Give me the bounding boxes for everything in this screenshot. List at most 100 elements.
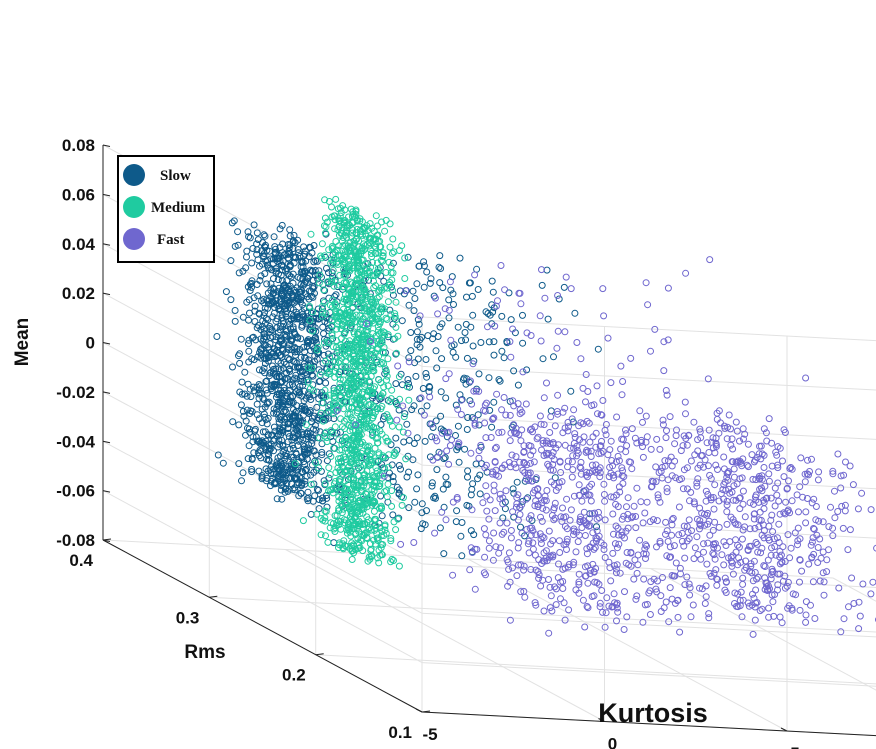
point-fast xyxy=(613,544,621,552)
point-medium xyxy=(378,551,386,559)
point-fast xyxy=(758,475,766,483)
point-medium xyxy=(381,227,389,235)
point-fast xyxy=(622,527,630,535)
point-medium xyxy=(335,371,343,379)
point-medium xyxy=(353,225,361,233)
point-fast xyxy=(506,616,514,624)
point-fast xyxy=(781,429,789,436)
point-fast xyxy=(751,603,759,611)
point-fast xyxy=(596,473,604,481)
point-slow xyxy=(289,433,297,441)
point-medium xyxy=(389,235,397,243)
point-slow xyxy=(456,254,464,262)
point-fast xyxy=(835,584,843,592)
point-medium xyxy=(321,196,329,204)
point-fast xyxy=(669,514,677,522)
point-slow xyxy=(259,239,267,247)
point-slow xyxy=(305,433,312,441)
point-fast xyxy=(825,546,832,554)
point-fast xyxy=(656,445,664,453)
point-slow xyxy=(319,497,326,505)
point-fast xyxy=(744,440,752,448)
point-fast xyxy=(557,578,565,586)
point-slow xyxy=(318,305,326,313)
point-medium xyxy=(373,259,381,267)
point-fast xyxy=(681,581,689,589)
point-fast xyxy=(831,487,838,495)
point-fast xyxy=(510,402,518,410)
point-slow xyxy=(482,308,490,316)
point-fast xyxy=(623,613,631,621)
point-fast xyxy=(760,464,768,471)
point-slow xyxy=(261,330,269,338)
point-fast xyxy=(632,513,640,520)
point-fast xyxy=(842,458,849,466)
point-fast xyxy=(815,468,823,476)
point-medium xyxy=(315,464,323,472)
point-medium xyxy=(365,377,373,385)
point-fast xyxy=(808,553,816,561)
point-slow xyxy=(293,284,301,292)
point-medium xyxy=(373,467,381,475)
point-medium xyxy=(372,250,380,257)
point-fast xyxy=(752,476,760,484)
point-medium xyxy=(376,237,384,245)
point-fast xyxy=(765,470,773,478)
point-slow xyxy=(312,333,319,341)
point-fast xyxy=(457,411,465,418)
point-medium xyxy=(337,525,345,533)
point-fast xyxy=(545,629,553,637)
point-fast xyxy=(517,300,525,308)
point-fast xyxy=(543,451,551,459)
grid-line xyxy=(421,464,876,490)
point-fast xyxy=(529,545,537,553)
point-fast xyxy=(598,437,605,445)
point-fast xyxy=(829,532,837,540)
point-medium xyxy=(390,452,398,459)
point-medium xyxy=(337,415,345,423)
point-fast xyxy=(588,593,596,600)
point-medium xyxy=(355,506,363,514)
point-fast xyxy=(543,379,550,387)
point-fast xyxy=(507,429,515,437)
point-slow xyxy=(270,423,278,431)
point-fast xyxy=(562,273,570,281)
point-fast xyxy=(749,577,757,585)
point-slow xyxy=(407,347,415,355)
point-medium xyxy=(353,380,361,388)
point-slow xyxy=(461,445,469,453)
point-fast xyxy=(696,425,704,433)
point-fast xyxy=(646,518,654,526)
point-fast xyxy=(580,508,588,516)
point-medium xyxy=(340,271,348,279)
point-medium xyxy=(371,403,379,411)
point-fast xyxy=(554,391,562,399)
point-slow xyxy=(310,447,318,455)
point-medium xyxy=(405,396,413,404)
point-fast xyxy=(704,520,712,528)
point-fast xyxy=(710,569,718,577)
point-slow xyxy=(284,438,292,446)
point-medium xyxy=(346,410,354,418)
point-fast xyxy=(703,560,711,568)
point-fast xyxy=(682,410,689,418)
point-fast xyxy=(778,619,786,627)
point-slow xyxy=(244,228,252,236)
point-slow xyxy=(273,257,281,265)
point-slow xyxy=(467,491,475,499)
point-fast xyxy=(779,457,786,465)
point-medium xyxy=(353,343,361,351)
point-slow xyxy=(296,417,304,425)
point-medium xyxy=(383,372,391,380)
point-medium xyxy=(358,350,366,358)
point-slow xyxy=(273,255,281,263)
point-slow xyxy=(282,374,290,382)
point-fast xyxy=(767,516,775,524)
point-medium xyxy=(342,278,350,286)
point-fast xyxy=(519,368,527,376)
point-slow xyxy=(466,279,474,287)
point-slow xyxy=(291,348,299,356)
point-slow xyxy=(473,265,481,273)
point-slow xyxy=(303,455,311,463)
point-fast xyxy=(627,549,635,557)
